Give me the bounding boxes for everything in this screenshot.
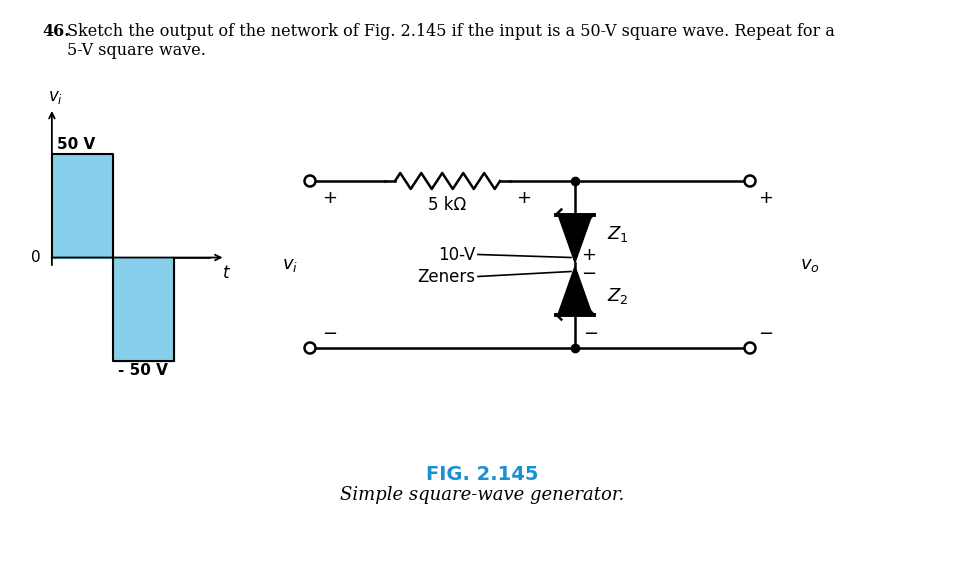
Circle shape — [745, 342, 756, 354]
Text: Simple square-wave generator.: Simple square-wave generator. — [340, 486, 624, 504]
Text: −: − — [322, 325, 337, 343]
Polygon shape — [558, 267, 592, 315]
Text: 5-V square wave.: 5-V square wave. — [67, 42, 206, 59]
Text: 0: 0 — [31, 250, 41, 265]
Polygon shape — [558, 215, 592, 263]
Circle shape — [305, 175, 316, 187]
Text: +: + — [516, 189, 531, 207]
Text: +: + — [322, 189, 337, 207]
Text: 46.: 46. — [42, 23, 69, 40]
Text: −: − — [758, 325, 773, 343]
Text: $Z_2$: $Z_2$ — [607, 286, 628, 307]
Text: 5 kΩ: 5 kΩ — [428, 196, 467, 214]
Text: +: + — [758, 189, 773, 207]
Text: −: − — [581, 264, 596, 282]
Text: $v_i$: $v_i$ — [282, 255, 298, 273]
Text: $v_o$: $v_o$ — [800, 255, 820, 273]
Text: $Z_1$: $Z_1$ — [607, 225, 628, 245]
Circle shape — [745, 175, 756, 187]
Text: Sketch the output of the network of Fig. 2.145 if the input is a 50-V square wav: Sketch the output of the network of Fig.… — [67, 23, 835, 40]
Text: - 50 V: - 50 V — [118, 363, 168, 379]
Circle shape — [305, 342, 316, 354]
Text: FIG. 2.145: FIG. 2.145 — [426, 465, 538, 484]
Text: 50 V: 50 V — [57, 136, 95, 152]
Text: $v_i$: $v_i$ — [47, 88, 63, 106]
Text: Zeners: Zeners — [417, 268, 475, 285]
Text: t: t — [223, 264, 230, 282]
Text: 10-V: 10-V — [437, 246, 475, 264]
Text: −: − — [583, 325, 598, 343]
Text: +: + — [581, 247, 596, 264]
